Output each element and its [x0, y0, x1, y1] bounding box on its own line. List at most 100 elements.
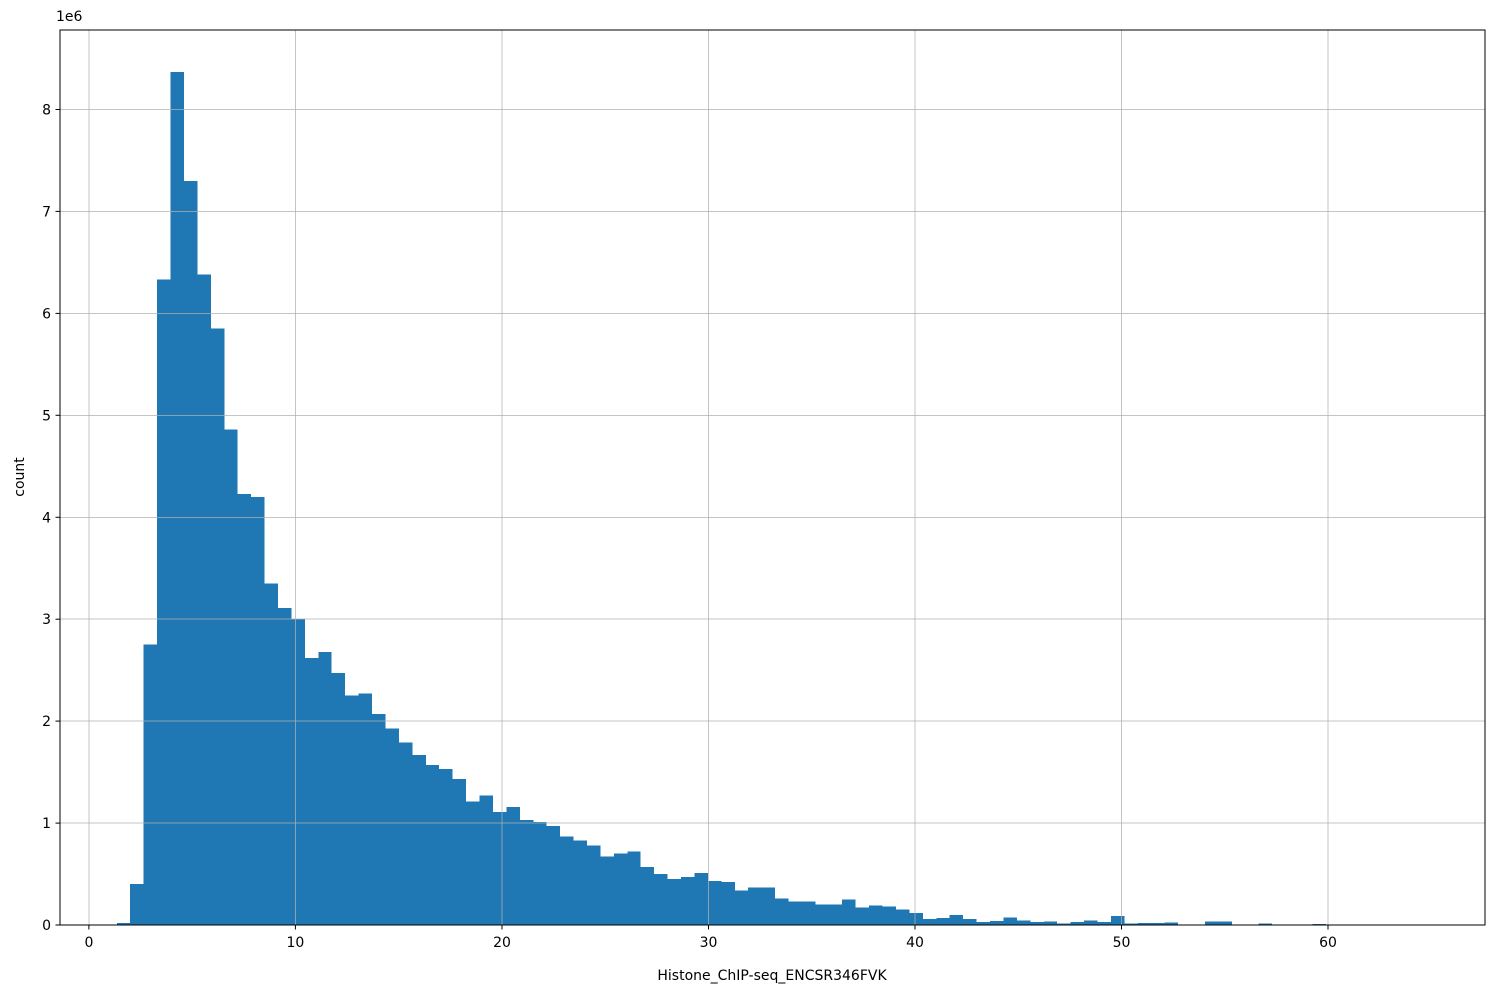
tick-marks-group	[55, 109, 1329, 930]
histogram-bar	[855, 907, 870, 925]
histogram-bar	[882, 906, 896, 925]
histogram-bar	[398, 742, 413, 925]
histogram-bar	[143, 644, 158, 925]
x-tick-label: 0	[84, 935, 93, 951]
histogram-bar	[251, 496, 265, 925]
histogram-bar	[358, 693, 373, 925]
histogram-bar	[976, 921, 991, 925]
histogram-bar	[869, 905, 883, 925]
y-tick-label: 6	[42, 306, 51, 322]
histogram-bar	[1164, 922, 1179, 925]
histogram-bar	[237, 493, 252, 925]
histogram-bar	[936, 917, 950, 925]
histogram-bar	[586, 845, 601, 925]
histogram-bar	[707, 881, 722, 925]
x-tick-label: 50	[1113, 935, 1131, 951]
x-tick-label: 10	[286, 935, 304, 951]
histogram-bar	[640, 866, 655, 925]
histogram-bar	[842, 899, 856, 925]
histogram-bar	[224, 429, 238, 925]
y-tick-label: 2	[42, 714, 51, 730]
histogram-bar	[909, 912, 923, 925]
y-tick-label: 3	[42, 612, 51, 628]
histogram-bar	[600, 856, 614, 925]
y-tick-label: 7	[42, 204, 51, 220]
histogram-bar	[291, 619, 305, 925]
histogram-bar	[963, 918, 977, 925]
histogram-bar	[452, 779, 467, 925]
histogram-bar	[694, 873, 708, 925]
bars-group	[116, 71, 1326, 926]
axes-group	[59, 29, 1486, 926]
histogram-bar	[1043, 921, 1058, 925]
y-tick-label: 1	[42, 816, 51, 832]
histogram-bar	[788, 901, 802, 925]
histogram-bar	[1084, 920, 1098, 925]
histogram-bar	[492, 811, 507, 925]
histogram-bar	[1137, 922, 1152, 925]
histogram-bar	[506, 806, 520, 925]
histogram-bar	[197, 274, 211, 925]
histogram-bar	[1030, 921, 1044, 925]
x-tick-label: 30	[700, 935, 718, 951]
histogram-bar	[990, 920, 1004, 925]
histogram-bar	[304, 657, 319, 925]
y-tick-label: 8	[42, 103, 51, 119]
histogram-bar	[761, 887, 776, 925]
histogram-bar	[573, 840, 587, 925]
histogram-bar	[654, 874, 668, 925]
histogram-bar	[1258, 923, 1273, 925]
histogram-bar	[1110, 915, 1125, 925]
histogram-bar	[546, 826, 561, 925]
histogram-bar	[1151, 922, 1165, 925]
histogram-bar	[183, 180, 198, 925]
plot-border	[59, 29, 1486, 926]
y-axis-offset-label: 1e6	[56, 9, 83, 25]
histogram-bar	[1070, 921, 1085, 925]
histogram-bar	[895, 909, 910, 925]
y-tick-label: 5	[42, 408, 51, 424]
y-tick-label: 4	[42, 510, 51, 526]
histogram-bar	[439, 769, 453, 925]
tick-labels-group: 0 10 20 30 40 50 60 0 1 2 3 4 5 6 7 8	[42, 103, 1337, 952]
histogram-bar	[385, 728, 399, 925]
histogram-bar	[560, 836, 574, 925]
histogram-bar	[170, 71, 184, 926]
histogram-bar	[734, 890, 749, 925]
x-axis-title: Histone_ChIP-seq_ENCSR346FVK	[657, 968, 887, 984]
y-tick-label: 0	[42, 918, 51, 934]
histogram-bar	[425, 764, 440, 925]
histogram-bar	[533, 822, 547, 925]
histogram-bar	[372, 713, 386, 925]
histogram-bar	[345, 695, 359, 925]
histogram-bar	[466, 801, 480, 925]
histogram-bar	[667, 879, 682, 925]
y-axis-title: count	[12, 457, 28, 497]
histogram-bar	[721, 882, 735, 925]
x-tick-label: 60	[1319, 935, 1337, 951]
histogram-bar	[130, 884, 144, 925]
histogram-bar	[331, 673, 346, 925]
histogram-bar	[775, 898, 789, 925]
histogram-bar	[1057, 923, 1071, 925]
histogram-bar	[1016, 920, 1031, 925]
histogram-bar	[748, 887, 762, 925]
histogram-bar	[479, 795, 493, 925]
histogram-bar	[828, 904, 843, 925]
histogram-bar	[681, 877, 695, 925]
histogram-bar	[815, 904, 829, 925]
x-tick-label: 40	[906, 935, 924, 951]
x-tick-label: 20	[493, 935, 511, 951]
histogram-bar	[1003, 917, 1017, 925]
histogram-bar	[613, 853, 628, 925]
histogram-bar	[1124, 923, 1138, 925]
histogram-bar	[318, 651, 332, 925]
histogram-bar	[210, 328, 225, 925]
histogram-bar	[1218, 921, 1232, 925]
histogram-bar	[116, 922, 131, 925]
histogram-bar	[949, 914, 964, 925]
histogram-bar	[1204, 921, 1219, 925]
histogram-bar	[627, 851, 641, 925]
histogram-bar	[922, 918, 937, 925]
